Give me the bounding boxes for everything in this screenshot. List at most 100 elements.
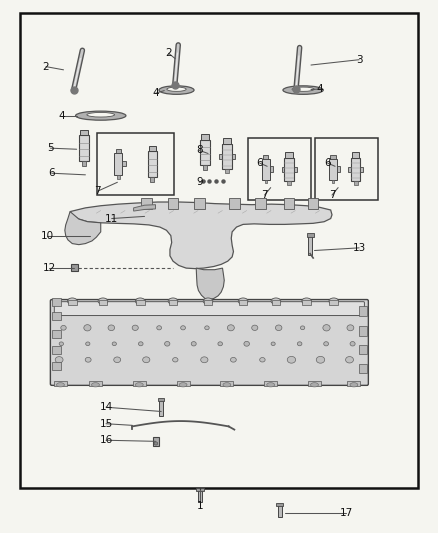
Ellipse shape: [92, 383, 99, 387]
Ellipse shape: [300, 326, 305, 330]
Bar: [79, 135, 89, 161]
Bar: [232, 154, 235, 159]
Bar: [308, 381, 321, 386]
Bar: [82, 161, 86, 166]
Bar: [122, 161, 126, 166]
Bar: [220, 381, 233, 386]
Ellipse shape: [179, 383, 187, 387]
Ellipse shape: [316, 357, 325, 363]
Ellipse shape: [157, 326, 162, 330]
Bar: [302, 300, 311, 305]
Bar: [204, 300, 212, 305]
FancyBboxPatch shape: [54, 302, 364, 316]
Bar: [359, 306, 367, 316]
Text: 6: 6: [324, 158, 331, 168]
Bar: [177, 381, 190, 386]
Ellipse shape: [350, 383, 358, 387]
Ellipse shape: [287, 357, 296, 363]
Ellipse shape: [223, 383, 231, 387]
Text: 15: 15: [99, 419, 113, 429]
Bar: [359, 345, 367, 354]
Bar: [200, 140, 210, 165]
Ellipse shape: [271, 298, 281, 304]
Bar: [148, 151, 157, 177]
Bar: [265, 180, 267, 183]
Text: 3: 3: [356, 55, 363, 64]
Bar: [287, 181, 291, 185]
Bar: [332, 180, 334, 183]
Bar: [360, 167, 363, 172]
Ellipse shape: [132, 325, 138, 330]
Ellipse shape: [114, 357, 121, 362]
Bar: [353, 181, 358, 185]
Bar: [329, 159, 337, 180]
Bar: [307, 233, 314, 237]
Ellipse shape: [297, 342, 302, 346]
Bar: [352, 152, 359, 158]
Ellipse shape: [143, 357, 150, 362]
Bar: [54, 381, 67, 386]
Text: 13: 13: [353, 243, 366, 253]
Ellipse shape: [112, 342, 117, 345]
Text: 1: 1: [197, 502, 204, 511]
Text: 11: 11: [105, 214, 118, 223]
Ellipse shape: [55, 357, 63, 363]
Bar: [151, 177, 154, 182]
Ellipse shape: [85, 358, 91, 362]
Bar: [117, 175, 120, 179]
Ellipse shape: [154, 442, 158, 445]
Bar: [89, 381, 102, 386]
Bar: [284, 198, 294, 209]
Ellipse shape: [230, 358, 236, 362]
Text: 7: 7: [94, 187, 101, 196]
Ellipse shape: [135, 298, 145, 304]
Ellipse shape: [324, 342, 328, 346]
Bar: [158, 398, 164, 401]
Text: 16: 16: [99, 435, 113, 445]
Bar: [329, 300, 338, 305]
Ellipse shape: [346, 357, 353, 363]
Ellipse shape: [276, 325, 282, 330]
Text: 7: 7: [328, 190, 336, 200]
Text: 8: 8: [196, 146, 203, 155]
Bar: [194, 198, 205, 209]
Text: 9: 9: [196, 177, 203, 187]
Bar: [136, 300, 145, 305]
Ellipse shape: [244, 341, 250, 346]
Bar: [52, 346, 61, 354]
Bar: [203, 165, 207, 170]
Text: 17: 17: [339, 508, 353, 518]
Bar: [263, 155, 268, 159]
Bar: [52, 298, 61, 306]
Bar: [80, 130, 88, 135]
Ellipse shape: [67, 298, 77, 304]
Ellipse shape: [135, 383, 143, 387]
Bar: [248, 138, 311, 200]
Bar: [262, 159, 270, 180]
Ellipse shape: [302, 298, 311, 304]
Bar: [337, 166, 340, 172]
Text: 4: 4: [316, 84, 323, 94]
Ellipse shape: [311, 383, 318, 387]
Ellipse shape: [347, 325, 354, 331]
Text: 10: 10: [41, 231, 54, 240]
Bar: [308, 235, 312, 255]
Bar: [159, 400, 163, 416]
Bar: [52, 362, 61, 370]
Text: 2: 2: [165, 49, 172, 58]
Bar: [239, 300, 247, 305]
Bar: [196, 488, 204, 491]
Bar: [169, 300, 177, 305]
Ellipse shape: [168, 298, 178, 304]
Polygon shape: [196, 268, 224, 300]
Ellipse shape: [205, 326, 209, 330]
Bar: [282, 167, 284, 172]
Ellipse shape: [108, 325, 115, 330]
Bar: [270, 166, 273, 172]
Ellipse shape: [227, 325, 234, 331]
Bar: [71, 264, 78, 271]
Bar: [315, 138, 378, 200]
Text: 6: 6: [48, 168, 55, 178]
Bar: [198, 489, 202, 502]
Bar: [272, 300, 280, 305]
